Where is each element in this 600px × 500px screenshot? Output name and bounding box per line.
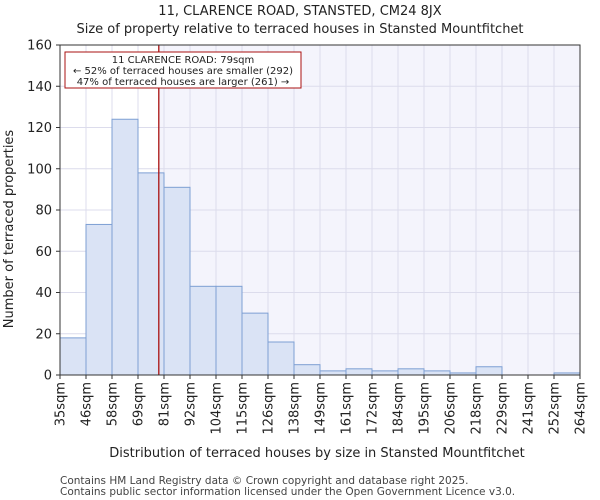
y-tick-label: 80 (35, 204, 52, 219)
x-tick-label: 104sqm (210, 382, 225, 435)
y-tick-label: 60 (35, 245, 52, 260)
x-tick-label: 149sqm (314, 382, 329, 435)
x-tick-label: 184sqm (392, 382, 407, 435)
bar-58sqm (111, 118, 139, 376)
y-tick-label: 120 (27, 121, 52, 136)
bar-35sqm (59, 337, 87, 376)
bar-149sqm (319, 370, 347, 376)
y-axis-label: Number of terraced properties (2, 130, 17, 329)
x-tick-label: 92sqm (184, 382, 199, 426)
bar-218sqm (475, 366, 503, 376)
x-tick-label: 35sqm (54, 382, 69, 426)
x-tick-label: 206sqm (444, 382, 459, 435)
x-tick-label: 126sqm (262, 382, 277, 435)
x-tick-label: 58sqm (106, 382, 121, 426)
annotation-line-1: 11 CLARENCE ROAD: 79sqm (112, 55, 255, 66)
bar-69sqm (137, 172, 165, 376)
x-axis-label: Distribution of terraced houses by size … (109, 446, 525, 461)
annotation-box (64, 51, 302, 89)
y-tick-label: 40 (35, 286, 52, 301)
bar-92sqm (189, 285, 217, 376)
bar-46sqm (85, 223, 113, 376)
x-tick-label: 81sqm (158, 382, 173, 426)
y-axis-ticks: 0 20 40 60 80 100 120 140 160 (27, 39, 60, 384)
y-tick-label: 20 (35, 327, 52, 342)
bar-138sqm (293, 364, 321, 376)
x-tick-label: 161sqm (340, 382, 355, 435)
plot-area: 11 CLARENCE ROAD: 79sqm ← 52% of terrace… (27, 39, 588, 435)
x-tick-label: 252sqm (548, 382, 563, 435)
chart-title: 11, CLARENCE ROAD, STANSTED, CM24 8JX (158, 4, 441, 19)
bars (59, 118, 581, 376)
chart-subtitle: Size of property relative to terraced ho… (76, 22, 523, 37)
marker-annotation: 11 CLARENCE ROAD: 79sqm ← 52% of terrace… (64, 51, 302, 89)
annotation-line-2: ← 52% of terraced houses are smaller (29… (73, 66, 293, 77)
x-tick-label: 229sqm (496, 382, 511, 435)
footer-line-2: Contains public sector information licen… (60, 486, 515, 498)
bar-195sqm (423, 370, 451, 376)
x-axis-ticks: 35sqm 46sqm 58sqm 69sqm 81sqm 92sqm 104sqm 115s… (54, 375, 589, 435)
y-tick-label: 100 (27, 162, 52, 177)
x-tick-label: 69sqm (132, 382, 147, 426)
bar-161sqm (345, 368, 373, 376)
x-tick-label: 138sqm (288, 382, 303, 435)
x-tick-label: 115sqm (236, 382, 251, 435)
bar-172sqm (371, 370, 399, 376)
y-tick-label: 160 (27, 39, 52, 54)
footer-line-1: Contains HM Land Registry data © Crown c… (60, 475, 468, 487)
x-tick-label: 172sqm (366, 382, 381, 435)
x-tick-label: 46sqm (80, 382, 95, 426)
y-tick-label: 140 (27, 80, 52, 95)
x-tick-label: 264sqm (574, 382, 589, 435)
bar-184sqm (397, 368, 425, 376)
x-tick-label: 195sqm (418, 382, 433, 435)
bar-81sqm (163, 186, 191, 376)
bar-126sqm (267, 341, 295, 376)
bar-115sqm (241, 312, 269, 376)
annotation-line-3: 47% of terraced houses are larger (261) … (77, 77, 290, 88)
bar-104sqm (215, 285, 243, 376)
x-tick-label: 241sqm (522, 382, 537, 435)
x-tick-label: 218sqm (470, 382, 485, 435)
y-tick-label: 0 (44, 369, 52, 384)
